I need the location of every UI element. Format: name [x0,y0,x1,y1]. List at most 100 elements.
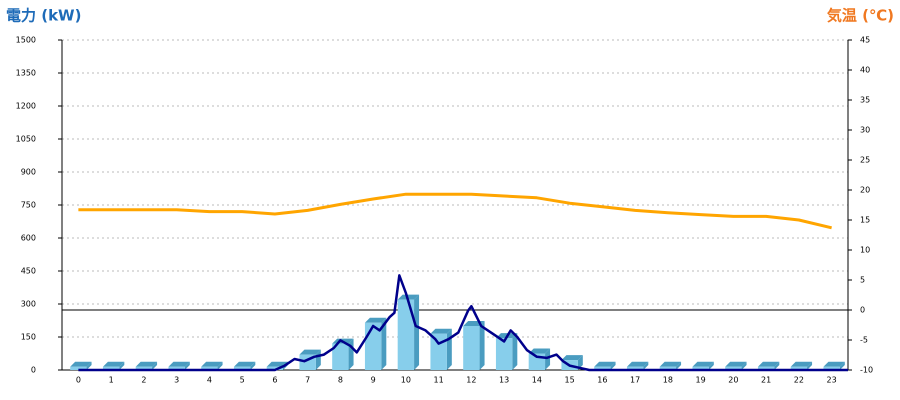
x-tick-label: 14 [532,376,542,385]
y2-tick-label: 45 [860,36,870,45]
bar-top [430,328,452,334]
x-tick-label: 23 [827,376,837,385]
bar-side [119,361,125,370]
x-tick-label: 18 [663,376,673,385]
bar-top [790,361,813,367]
x-tick-label: 15 [565,376,575,385]
bar-side [676,361,682,370]
x-tick-label: 13 [499,376,509,385]
bar [757,366,775,370]
y2-tick-label: -10 [860,366,873,375]
x-tick-label: 1 [109,376,114,385]
x-tick-label: 7 [305,376,310,385]
x-tick-label: 22 [794,376,804,385]
x-tick-label: 16 [597,376,607,385]
bar-top [135,361,158,367]
bar-top [201,361,223,367]
bar [397,299,415,370]
bar [463,326,480,370]
bar [594,366,611,370]
bar [790,366,808,370]
bar-side [86,361,92,370]
bar-top [70,361,92,367]
bar-side [217,361,223,370]
bar-top [659,361,682,367]
y-tick-label: 750 [21,201,36,210]
bar [495,338,513,370]
bar [659,366,677,370]
x-tick-label: 10 [401,376,411,385]
x-tick-label: 8 [338,376,343,385]
x-tick-label: 19 [696,376,706,385]
x-tick-label: 9 [371,376,376,385]
bar-top [725,361,747,367]
bar [626,366,644,370]
bar-top [823,361,845,367]
bar-top [299,349,321,355]
line [78,274,848,372]
bar [102,366,120,370]
bar-side [446,328,452,370]
bar-side [381,317,387,370]
y2-tick-label: 5 [860,276,865,285]
y-tick-label: 450 [21,267,36,276]
bar-side [512,333,518,370]
bar-side [479,321,485,370]
bar [725,366,742,370]
bar-side [184,361,190,370]
bar-top [233,361,256,367]
bar [168,366,185,370]
y-tick-label: 600 [21,234,36,243]
y2-tick-label: 25 [860,156,870,165]
x-tick-label: 2 [141,376,146,385]
bar-top [757,361,780,367]
chart-title: 電力 (kW) [6,7,81,25]
y2-tick-label: 10 [860,246,870,255]
bar-top [364,317,387,323]
x-tick-label: 11 [434,376,444,385]
bar-side [152,361,158,370]
y2-tick-label: 20 [860,186,870,195]
bar [201,366,218,370]
x-tick-label: 5 [240,376,245,385]
bar-side [610,361,616,370]
y-tick-label: 1500 [16,36,36,45]
bar-side [708,361,714,370]
bar [135,366,153,370]
y-tick-label: 1200 [16,102,36,111]
y2-tick-label: 35 [860,96,870,105]
line [78,192,832,230]
y2-tick-label: 30 [860,126,870,135]
bar [430,333,447,370]
bar-top [528,348,551,354]
y2-tick-label: -5 [860,336,868,345]
bar-side [741,361,747,370]
bar-top [692,361,714,367]
y2-tick-label: 0 [860,306,865,315]
bar-side [545,348,551,370]
y2-tick-label: 15 [860,216,870,225]
bar [266,366,284,370]
bar [692,366,709,370]
y-tick-label: 300 [21,300,36,309]
y-tick-label: 0 [31,366,36,375]
y-tick-label: 900 [21,168,36,177]
bar-top [561,355,583,361]
bar [332,343,349,370]
y2-title: 気温 (℃) [827,7,894,25]
x-tick-label: 3 [174,376,179,385]
x-tick-label: 20 [728,376,738,385]
bar-top [168,361,190,367]
y-tick-label: 1350 [16,69,36,78]
bar-side [577,355,583,370]
bar-side [414,294,420,370]
x-tick-label: 12 [466,376,476,385]
bar-side [348,338,354,370]
x-tick-label: 0 [76,376,81,385]
bar-side [807,361,813,370]
bar [70,366,87,370]
bar-top [102,361,125,367]
bar [823,366,840,370]
bar-side [643,361,649,370]
